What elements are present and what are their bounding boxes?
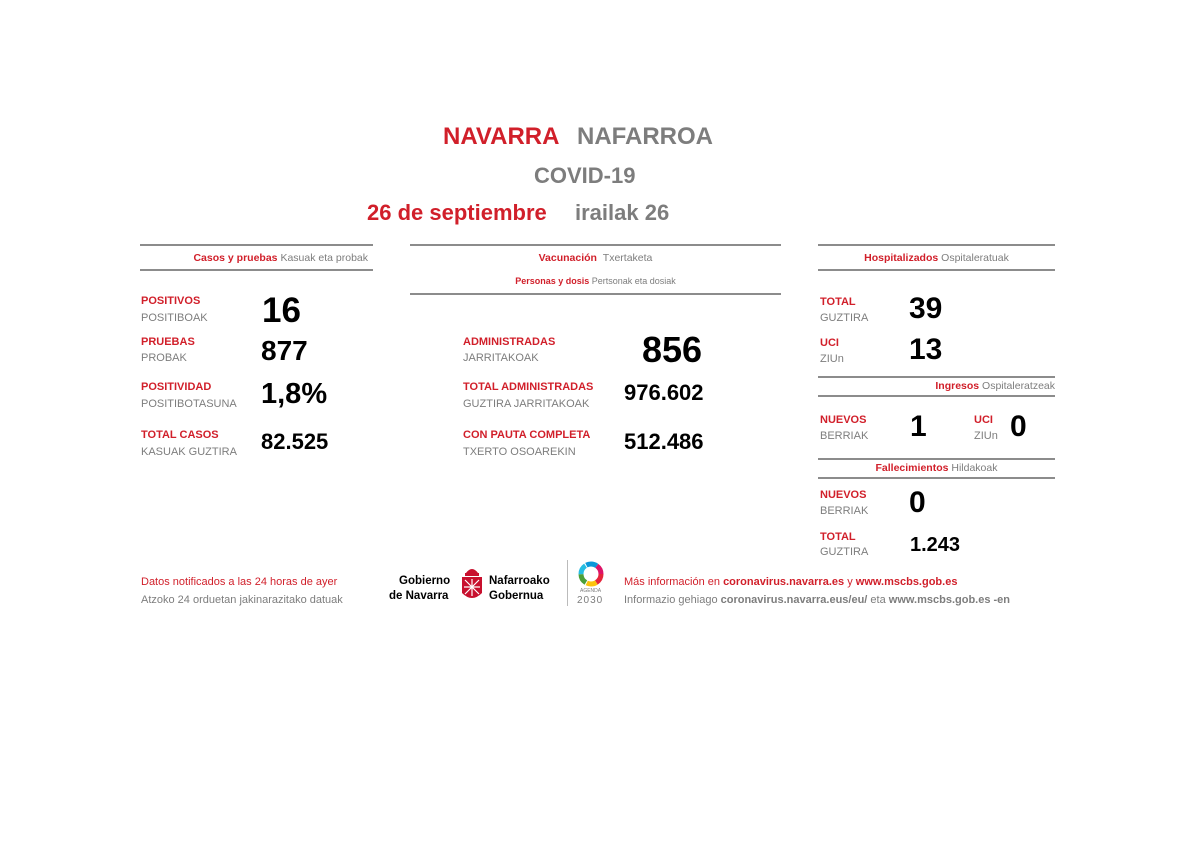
divider — [818, 458, 1055, 460]
total-cases-label: TOTAL CASOS — [141, 429, 219, 441]
hospital-header-eu: Ospitaleratuak — [941, 252, 1009, 264]
info-text: Más información en — [624, 576, 720, 588]
total-administered-label-eu: GUZTIRA JARRITAKOAK — [463, 398, 590, 410]
vaccination-header-es: Vacunación — [538, 252, 597, 264]
info-text: Informazio gehiago — [624, 594, 718, 606]
administered-value: 856 — [642, 329, 703, 370]
positivity-label: POSITIVIDAD — [141, 381, 212, 393]
agenda-year: 2030 — [577, 595, 604, 606]
total-administered-value: 976.602 — [624, 380, 704, 405]
admissions-header-es: Ingresos — [935, 380, 980, 392]
complete-schedule-label-eu: TXERTO OSOAREKIN — [463, 446, 576, 458]
logo-text: Gobernua — [489, 590, 544, 602]
date-eu: irailak 26 — [575, 200, 670, 225]
total-cases-label-eu: KASUAK GUZTIRA — [141, 446, 237, 458]
divider — [410, 293, 781, 295]
administered-label: ADMINISTRADAS — [463, 336, 556, 348]
hospital-uci-label: UCI — [820, 337, 839, 349]
vaccination-header: Vacunación Txertaketa — [410, 253, 781, 264]
admissions-uci-value: 0 — [1010, 410, 1027, 443]
deaths-new-label-eu: BERRIAK — [820, 505, 869, 517]
cases-header-es: Casos y pruebas — [193, 252, 278, 264]
admissions-new-label-eu: BERRIAK — [820, 430, 869, 442]
divider — [140, 269, 373, 271]
hospital-total-label: TOTAL — [820, 296, 856, 308]
complete-schedule-label: CON PAUTA COMPLETA — [463, 429, 591, 441]
footer-info-eu: Informazio gehiago coronavirus.navarra.e… — [624, 595, 1010, 606]
footer-note-es: Datos notificados a las 24 horas de ayer — [141, 576, 338, 588]
admissions-new-value: 1 — [910, 410, 927, 443]
info-text: y — [847, 576, 853, 588]
deaths-total-label: TOTAL — [820, 531, 856, 543]
agenda-label: AGENDA — [580, 588, 602, 594]
total-administered-label: TOTAL ADMINISTRADAS — [463, 381, 594, 393]
link-mscbs-eu[interactable]: www.mscbs.gob.es -en — [888, 594, 1011, 606]
positivity-label-eu: POSITIBOTASUNA — [141, 398, 237, 410]
deaths-header-eu: Hildakoak — [951, 462, 998, 474]
hospital-total-value: 39 — [909, 292, 943, 325]
positives-label: POSITIVOS — [141, 295, 201, 307]
administered-label-eu: JARRITAKOAK — [463, 352, 539, 364]
divider — [818, 477, 1055, 479]
positivity-value: 1,8% — [261, 378, 328, 410]
logo-text: Gobierno — [399, 575, 451, 587]
deaths-total-value: 1.243 — [910, 534, 961, 556]
coat-of-arms-icon — [462, 569, 482, 598]
admissions-new-label: NUEVOS — [820, 414, 867, 426]
logo-text: de Navarra — [389, 590, 449, 602]
link-coronavirus-navarra-es[interactable]: coronavirus.navarra.es — [723, 576, 845, 588]
positives-label-eu: POSITIBOAK — [141, 312, 208, 324]
date-es: 26 de septiembre — [367, 200, 547, 225]
admissions-uci-label: UCI — [974, 414, 993, 426]
subtitle: COVID-19 — [534, 163, 636, 188]
divider — [410, 244, 781, 246]
hospital-header: Hospitalizados Ospitaleratuak — [818, 253, 1055, 264]
cases-header: Casos y pruebas Kasuak eta probak — [193, 253, 368, 264]
divider — [140, 244, 373, 246]
vaccination-header-eu: Txertaketa — [602, 252, 653, 264]
sdg-wheel-icon — [578, 561, 604, 587]
link-mscbs[interactable]: www.mscbs.gob.es — [855, 576, 958, 588]
deaths-header: Fallecimientos Hildakoak — [818, 463, 1055, 474]
admissions-header: Ingresos Ospitaleratzeak — [818, 381, 1055, 392]
title-es: NAVARRA — [443, 123, 560, 150]
hospital-uci-label-eu: ZIUn — [820, 353, 844, 365]
divider — [818, 395, 1055, 397]
admissions-header-eu: Ospitaleratzeak — [982, 380, 1055, 392]
total-cases-value: 82.525 — [261, 429, 329, 454]
footer-note-eu: Atzoko 24 orduetan jakinarazitako datuak — [141, 594, 343, 606]
deaths-header-es: Fallecimientos — [875, 462, 949, 474]
link-coronavirus-navarra-eus[interactable]: coronavirus.navarra.eus/eu/ — [720, 594, 868, 606]
hospital-header-es: Hospitalizados — [864, 252, 939, 264]
tests-label: PRUEBAS — [141, 336, 195, 348]
deaths-total-label-eu: GUZTIRA — [820, 546, 869, 558]
deaths-new-label: NUEVOS — [820, 489, 867, 501]
vaccination-sub-eu: Pertsonak eta dosiak — [591, 276, 676, 286]
divider — [818, 244, 1055, 246]
divider — [818, 376, 1055, 378]
tests-value: 877 — [261, 335, 308, 366]
complete-schedule-value: 512.486 — [624, 429, 704, 454]
footer-info-es: Más información en coronavirus.navarra.e… — [624, 577, 957, 588]
cases-header-eu: Kasuak eta probak — [280, 252, 368, 264]
hospital-uci-value: 13 — [909, 333, 943, 366]
divider — [567, 560, 568, 606]
admissions-uci-label-eu: ZIUn — [974, 430, 998, 442]
vaccination-sub-es: Personas y dosis — [515, 276, 590, 286]
tests-label-eu: PROBAK — [141, 352, 187, 364]
info-text: eta — [870, 594, 886, 606]
positives-value: 16 — [262, 291, 301, 330]
deaths-new-value: 0 — [909, 486, 926, 519]
hospital-total-label-eu: GUZTIRA — [820, 312, 869, 324]
vaccination-subheader: Personas y dosis Pertsonak eta dosiak — [410, 277, 781, 286]
logo-text: Nafarroako — [489, 575, 550, 587]
title-eu: NAFARROA — [577, 123, 713, 150]
divider — [818, 269, 1055, 271]
